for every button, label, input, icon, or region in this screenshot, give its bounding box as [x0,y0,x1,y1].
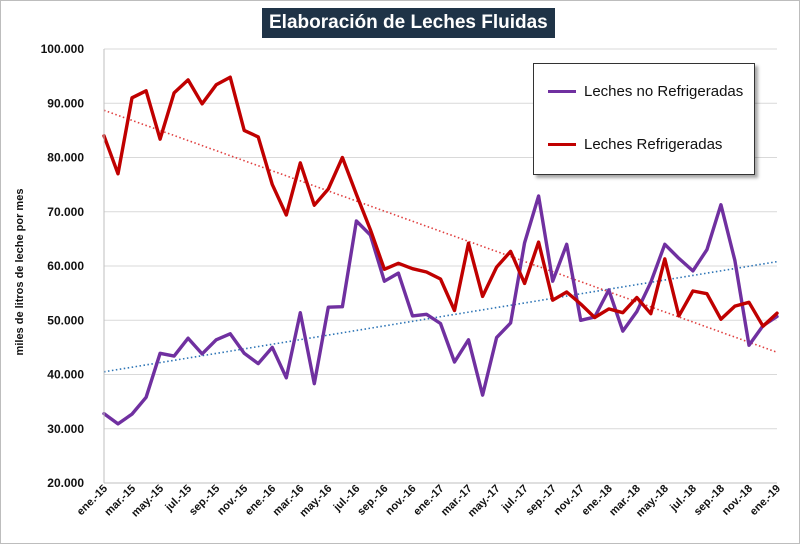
y-tick-label: 80.000 [47,151,84,165]
y-tick-labels: 20.000 30.000 40.000 50.000 60.000 70.000 80.0… [41,42,85,490]
legend-item-leches-no-refrigeradas: Leches no Refrigeradas [548,81,743,101]
x-tick-label: sep.-18 [692,483,727,518]
series-line-leches-no-refrigeradas [102,194,779,426]
legend-label-leches-no-refrigeradas: Leches no Refrigeradas [584,82,744,100]
x-tick-label: sep.-15 [187,483,222,518]
x-tick-label: ene.-19 [748,483,783,518]
x-tick-label: sep.-17 [523,483,558,518]
y-tick-label: 70.000 [47,205,84,219]
legend-label-leches-refrigeradas: Leches Refrigeradas [584,135,723,153]
y-tick-label: 40.000 [47,368,84,382]
trendlines [103,109,778,373]
series-line-leches-refrigeradas [102,75,779,328]
y-tick-label: 100.000 [41,42,85,56]
trendline-leches-no-refrigeradas [103,260,778,373]
series-lines [102,75,779,426]
y-tick-label: 20.000 [47,476,84,490]
x-tick-labels: ene.-15mar.-15may.-15jul.-15sep.-15nov.-… [75,483,783,520]
legend-swatch-leches-refrigeradas [548,142,576,146]
y-tick-label: 90.000 [47,96,84,110]
legend: Leches no Refrigeradas Leches Refrigerad… [533,63,755,175]
legend-swatch-leches-no-refrigeradas [548,89,576,93]
x-tick-label: sep.-16 [355,483,390,518]
y-tick-label: 30.000 [47,422,84,436]
chart-title: Elaboración de Leches Fluidas [262,8,555,38]
y-tick-label: 60.000 [47,259,84,273]
axes [103,49,777,484]
legend-item-leches-refrigeradas: Leches Refrigeradas [548,134,722,154]
y-tick-label: 50.000 [47,313,84,327]
